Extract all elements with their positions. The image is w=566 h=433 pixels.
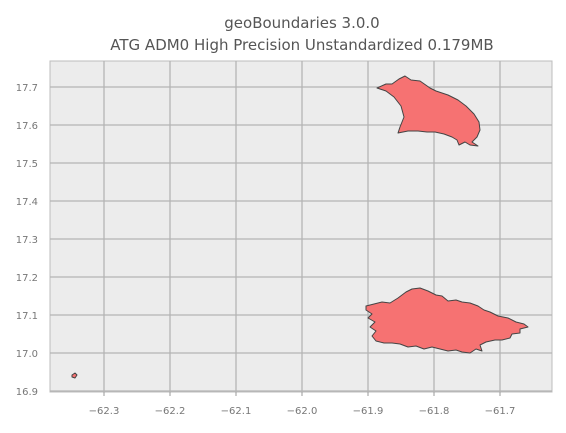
- x-tick-label: −62.0: [287, 406, 318, 417]
- y-tick-label: 17.0: [16, 349, 38, 360]
- y-axis-labels: 16.9 17.0 17.1 17.2 17.3 17.4 17.5 17.6 …: [16, 83, 38, 398]
- x-axis-labels: −62.3 −62.2 −62.1 −62.0 −61.9 −61.8 −61.…: [89, 406, 516, 417]
- x-tick-label: −62.1: [221, 406, 252, 417]
- y-tick-label: 17.5: [16, 159, 38, 170]
- map-subtitle: ATG ADM0 High Precision Unstandardized 0…: [110, 36, 493, 54]
- y-tick-label: 17.4: [16, 197, 38, 208]
- country-shapes: [71, 75, 529, 379]
- y-tick-label: 17.7: [16, 83, 38, 94]
- y-tick-label: 16.9: [16, 387, 38, 398]
- x-tick-label: −62.2: [155, 406, 186, 417]
- y-tick-label: 17.3: [16, 235, 38, 246]
- map-title: geoBoundaries 3.0.0: [224, 14, 379, 32]
- barbuda-shape: [376, 75, 481, 147]
- antigua-shape: [365, 287, 529, 354]
- x-tick-label: −61.9: [353, 406, 384, 417]
- y-tick-label: 17.6: [16, 121, 38, 132]
- x-tick-label: −61.7: [485, 406, 516, 417]
- x-tick-label: −62.3: [89, 406, 120, 417]
- x-tick-label: −61.8: [419, 406, 450, 417]
- y-tick-label: 17.1: [16, 311, 38, 322]
- x-axis-ticks: [103, 392, 501, 396]
- redonda-shape: [71, 372, 78, 379]
- y-tick-label: 17.2: [16, 273, 38, 284]
